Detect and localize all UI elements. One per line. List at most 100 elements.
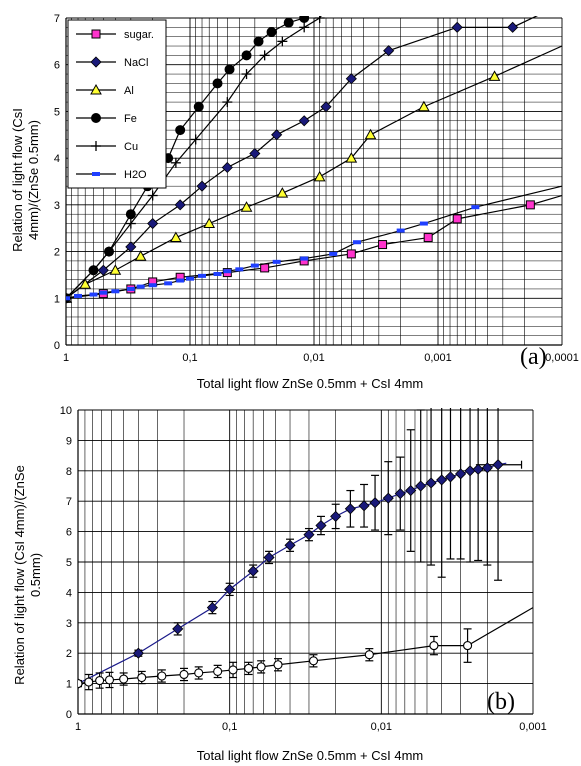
panel-b-series-1-point [84,677,94,687]
panel-a-series-h2o-point [471,205,480,210]
panel-b-series-1-point [256,662,266,672]
panel-a-series-h2o-point [136,284,145,289]
panel-a-series-sugar-point [452,214,462,224]
panel-a-series-h2o-point [329,251,338,256]
panel-a-chart: 1 0,1 0,01 0,001 0,000101234567sugar.NaClAlF… [54,13,579,364]
panel-a-series-fe-point [253,36,264,47]
panel-b-y-axis-title-line2: 0.5mm) [28,553,43,597]
legend-entry-label: H2O [124,169,147,181]
panel-a-series-al-point [240,201,253,212]
panel-a-series-cu-point [314,16,325,23]
panel-b-series-0-point [344,503,356,515]
panel-a-series-al-point [276,187,289,198]
panel-b-series-1-point [308,656,319,666]
panel-a-series-h2o-point [89,292,98,297]
panel-a-x-tick-label: 0,1 [182,352,197,364]
panel-a-series-al-point [134,250,147,261]
panel-b-label: (b) [487,689,515,715]
panel-b-series-0-point [303,529,315,541]
panel-a-series-fe-point [193,101,204,112]
panel-a-series-al-point [364,128,377,140]
panel-b-series-1-point [194,668,204,678]
panel-a-series-sugar-point [346,249,356,259]
panel-a-y-axis-title-line1: Relation of light flow (CsI [10,108,25,252]
panel-a-series-h2o-point [164,281,173,286]
panel-a-series-al-point [79,278,92,289]
panel-a-series-cu-point [170,157,181,168]
panel-b-series-1-point [119,674,129,684]
panel-b-series-0-point [415,480,427,492]
legend-marker-0 [91,29,101,39]
panel-b-series-0-point [132,647,144,659]
panel-a-y-tick-label: 0 [54,340,60,352]
panel-b-series-0-point [405,484,417,497]
panel-b-x-tick-label: 0,01 [371,721,392,733]
panel-a-series-nacl-point [383,45,395,57]
panel-b-x-axis-title: Total light flow ZnSe 0.5mm + CsI 4mm [197,748,424,763]
panel-a-series-h2o-point [186,276,194,281]
panel-a-series-h2o-point [250,263,259,268]
panel-b-series-0-point [492,459,504,471]
panel-a-y-tick-label: 7 [54,13,60,25]
panel-a-series-h2o-point [126,286,135,291]
panel-a-x-tick-label: 0,01 [303,352,324,364]
panel-a-series-fe-point [266,27,277,38]
panel-b-y-tick-label: 7 [66,496,72,508]
panel-b-series-1-point [463,641,473,651]
panel-a-series [66,16,562,304]
legend-marker-4 [91,141,101,151]
panel-a-series-nacl-point [271,129,283,141]
panel-b-series-1-point [78,679,83,689]
panel-a-label: (a) [520,344,547,370]
panel-a-series-cu-point [147,190,158,201]
legend-marker-3 [91,113,101,123]
panel-a-series-cu-point [259,50,270,61]
panel-b-series-1-point [95,676,105,686]
panel-b-y-tick-label: 8 [66,466,72,478]
panel-b-series-1-point [429,641,439,651]
panel-b-x-tick-label: 1 [75,721,81,733]
panel-b-series-0-point [330,510,342,522]
panel-b-series-0-point [481,462,493,474]
panel-b-y-tick-label: 0 [66,709,72,721]
panel-a-series-fe-point [241,50,252,61]
panel-a-series-fe-line [66,16,309,299]
panel-a-series-nacl-point [298,115,310,127]
panel-a-x-axis-title: Total light flow ZnSe 0.5mm + CsI 4mm [197,376,424,391]
legend-entry-label: Fe [124,113,137,125]
panel-a-series-h2o-point [419,221,428,226]
panel-a-legend: sugar. NaCl Al Fe Cu H2O [67,19,167,189]
panel-a-series-h2o-point [99,290,108,295]
panel-a-series-fe-point [212,78,223,89]
legend-box [67,19,167,189]
panel-b-series-0-point [315,519,327,532]
panel-a-series-h2o-point [300,256,309,261]
panel-a-y-tick-label: 3 [54,200,60,212]
panel-b-x-tick-label: 0,001 [519,721,547,733]
panel-b-series-1-point [244,663,254,673]
panel-b-y-tick-label: 5 [66,557,72,569]
panel-a-series-sugar-point [423,233,433,243]
panel-a-y-tick-label: 5 [54,106,60,118]
panel-b-y-tick-label: 9 [66,435,72,447]
panel-a-series-fe-point [125,209,136,220]
panel-a-series-al-point [488,70,501,81]
panel-a-series-h2o-point [213,271,222,276]
panel-a-series-fe-point [224,64,235,75]
panel-b-series-0-point [436,474,448,486]
legend-marker-5 [92,172,100,176]
panel-a-series-nacl-point [174,199,186,211]
panel-b-series [78,408,533,691]
panel-a-series-sugar-point [260,263,270,273]
panel-a-y-tick-label: 1 [54,293,60,305]
panel-a-series-nacl-point [249,147,261,160]
panel-a-series-al-point [203,217,216,229]
panel-a-series-h2o-point [74,293,83,298]
panel-b-series-1-point [157,671,167,681]
panel-b-series-0-point [382,492,394,504]
panel-b-series-0-point [369,497,381,509]
panel-b-series-1-point [273,660,283,670]
panel-a-series-al-line [66,45,562,299]
